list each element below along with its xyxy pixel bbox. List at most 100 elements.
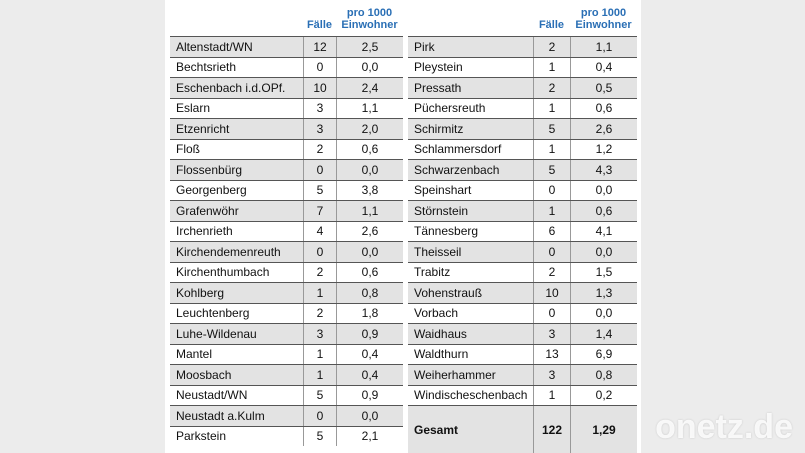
table-row: Kirchenthumbach 2 0,6	[170, 261, 403, 282]
table-row: Grafenwöhr 7 1,1	[170, 200, 403, 221]
cell-pro: 1,29	[570, 406, 637, 453]
cell-pro: 0,6	[336, 262, 403, 282]
cell-pro: 0,0	[336, 406, 403, 426]
table-row: Windischeschenbach 1 0,2	[408, 384, 637, 405]
cell-name: Tännesberg	[414, 224, 479, 239]
table-row: Luhe-Wildenau 3 0,9	[170, 323, 403, 344]
cell-faelle: 0	[303, 160, 336, 180]
cell-pro: 0,0	[336, 57, 403, 77]
cell-pro: 0,4	[570, 57, 637, 77]
cell-name: Pirk	[414, 39, 435, 54]
cell-faelle: 10	[303, 78, 336, 98]
cell-pro: 4,1	[570, 221, 637, 241]
table-row: Vohenstrauß 10 1,3	[408, 282, 637, 303]
cell-name: Georgenberg	[176, 183, 247, 198]
cell-name: Moosbach	[176, 367, 232, 382]
cell-name: Gesamt	[414, 422, 459, 437]
cell-name: Eschenbach i.d.OPf.	[176, 80, 286, 95]
table-row: Vorbach 0 0,0	[408, 302, 637, 323]
header-pro: Einwohner	[341, 19, 398, 31]
cell-name: Vohenstrauß	[414, 285, 483, 300]
cell-faelle: 1	[533, 139, 570, 159]
cell-name: Eslarn	[176, 101, 211, 116]
cell-faelle: 3	[533, 324, 570, 344]
table-row: Gesamt 122 1,29	[408, 405, 637, 453]
cell-name: Schlammersdorf	[414, 142, 502, 157]
cell-pro: 0,0	[570, 180, 637, 200]
table-row: Leuchtenberg 2 1,8	[170, 302, 403, 323]
table-row: Waldthurn 13 6,9	[408, 343, 637, 364]
table-row: Weiherhammer 3 0,8	[408, 364, 637, 385]
cell-name: Irchenrieth	[176, 224, 233, 239]
cell-name: Leuchtenberg	[176, 306, 250, 321]
cell-pro: 1,1	[570, 37, 637, 57]
table-row: Moosbach 1 0,4	[170, 364, 403, 385]
cell-pro: 0,9	[336, 385, 403, 405]
table-row: Schlammersdorf 1 1,2	[408, 138, 637, 159]
cell-pro: 0,0	[570, 303, 637, 323]
cell-pro: 0,8	[570, 365, 637, 385]
cell-faelle: 5	[303, 180, 336, 200]
cell-faelle: 1	[303, 365, 336, 385]
cell-name: Waidhaus	[414, 326, 467, 341]
table-row: Floß 2 0,6	[170, 138, 403, 159]
cell-name: Püchersreuth	[414, 101, 486, 116]
cell-name: Kirchenthumbach	[176, 265, 270, 280]
table-row: Waidhaus 3 1,4	[408, 323, 637, 344]
cell-faelle: 3	[303, 98, 336, 118]
cell-name: Waldthurn	[414, 347, 469, 362]
table-row: Tännesberg 6 4,1	[408, 220, 637, 241]
table-row: Pleystein 1 0,4	[408, 56, 637, 77]
cell-faelle: 5	[533, 119, 570, 139]
table-row: Mantel 1 0,4	[170, 343, 403, 364]
cell-pro: 1,1	[336, 98, 403, 118]
cell-faelle: 2	[533, 37, 570, 57]
cell-faelle: 2	[303, 262, 336, 282]
cell-faelle: 2	[303, 139, 336, 159]
cell-pro: 0,0	[336, 160, 403, 180]
table-row: Eschenbach i.d.OPf. 10 2,4	[170, 77, 403, 98]
cell-pro: 4,3	[570, 160, 637, 180]
cell-faelle: 2	[533, 262, 570, 282]
cell-name: Kirchendemenreuth	[176, 244, 281, 259]
cell-pro: 0,6	[570, 201, 637, 221]
table-row: Schirmitz 5 2,6	[408, 118, 637, 139]
cell-faelle: 2	[303, 303, 336, 323]
table-row: Theisseil 0 0,0	[408, 241, 637, 262]
table-row: Störnstein 1 0,6	[408, 200, 637, 221]
cell-pro: 1,8	[336, 303, 403, 323]
cell-pro: 1,3	[570, 283, 637, 303]
cell-pro: 0,8	[336, 283, 403, 303]
cell-name: Kohlberg	[176, 285, 225, 300]
cell-faelle: 1	[303, 283, 336, 303]
cell-name: Neustadt/WN	[176, 388, 248, 403]
table-row: Etzenricht 3 2,0	[170, 118, 403, 139]
cell-pro: 2,0	[336, 119, 403, 139]
table-row: Georgenberg 5 3,8	[170, 179, 403, 200]
cell-name: Bechtsrieth	[176, 60, 237, 75]
table-row: Schwarzenbach 5 4,3	[408, 159, 637, 180]
watermark: onetz.de	[655, 408, 793, 446]
cell-name: Mantel	[176, 347, 213, 362]
cell-name: Vorbach	[414, 306, 459, 321]
cell-name: Trabitz	[414, 265, 451, 280]
table-row: Kirchendemenreuth 0 0,0	[170, 241, 403, 262]
cell-pro: 1,2	[570, 139, 637, 159]
cell-faelle: 3	[533, 365, 570, 385]
table-row: Irchenrieth 4 2,6	[170, 220, 403, 241]
cell-pro: 6,9	[570, 344, 637, 364]
table-row: Trabitz 2 1,5	[408, 261, 637, 282]
cell-name: Pressath	[414, 80, 462, 95]
cell-name: Pleystein	[414, 60, 463, 75]
cell-pro: 0,6	[570, 98, 637, 118]
cell-pro: 0,4	[336, 344, 403, 364]
cell-name: Theisseil	[414, 244, 462, 259]
cell-faelle: 3	[303, 119, 336, 139]
table-row: Pressath 2 0,5	[408, 77, 637, 98]
cell-faelle: 1	[533, 98, 570, 118]
cell-name: Neustadt a.Kulm	[176, 408, 265, 423]
cell-name: Etzenricht	[176, 121, 230, 136]
cell-faelle: 13	[533, 344, 570, 364]
cell-pro: 2,6	[336, 221, 403, 241]
